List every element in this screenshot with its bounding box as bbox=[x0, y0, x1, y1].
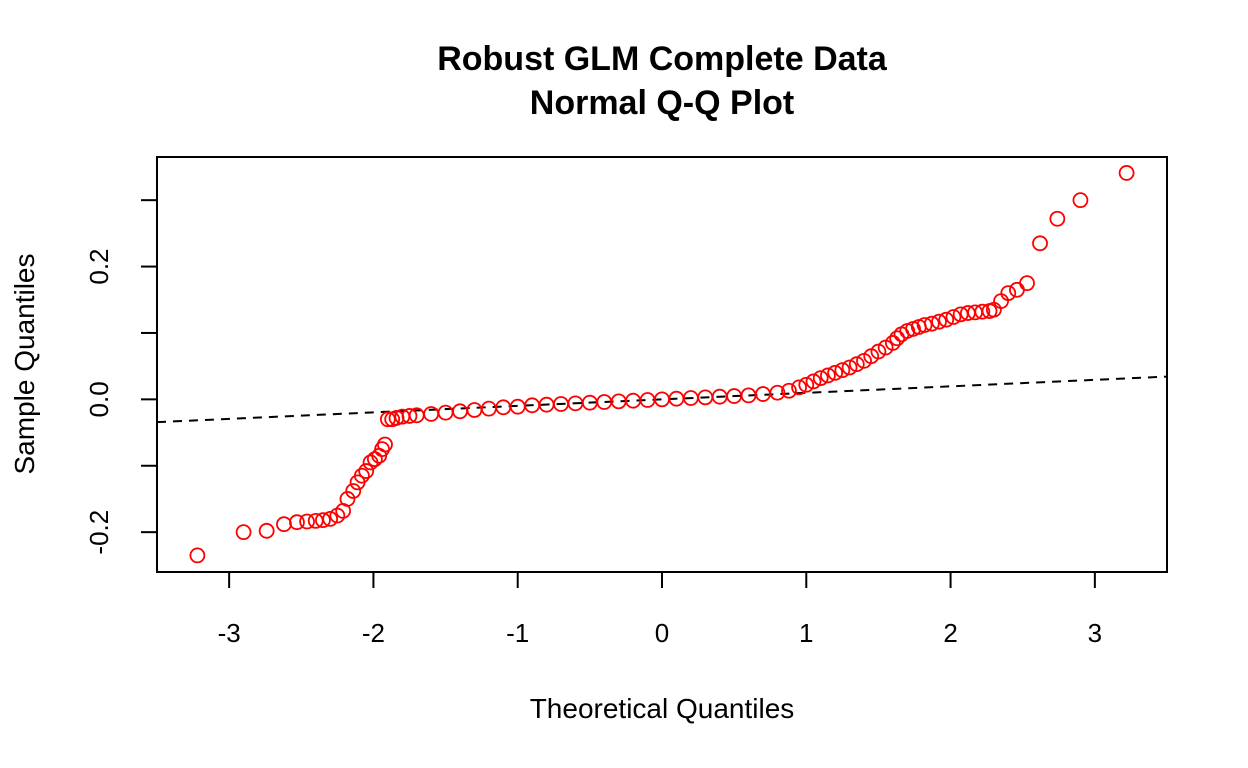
data-point bbox=[827, 364, 844, 381]
data-point bbox=[366, 451, 383, 468]
x-tick-label: 0 bbox=[655, 618, 669, 648]
chart-title: Robust GLM Complete Data bbox=[437, 40, 888, 78]
x-tick-label: 2 bbox=[943, 618, 957, 648]
data-point bbox=[339, 491, 356, 507]
data-point bbox=[1019, 275, 1035, 292]
data-point bbox=[299, 513, 315, 530]
x-tick-label: -2 bbox=[362, 618, 385, 648]
data-point bbox=[189, 547, 206, 564]
data-point bbox=[945, 309, 962, 325]
data-point bbox=[916, 317, 933, 333]
x-tick-label: -3 bbox=[218, 618, 241, 648]
data-point bbox=[841, 359, 858, 376]
data-point bbox=[235, 524, 252, 541]
data-point bbox=[884, 335, 901, 351]
data-point bbox=[931, 313, 947, 330]
data-point bbox=[258, 522, 275, 539]
y-tick-label: 0.0 bbox=[84, 381, 114, 417]
data-point bbox=[1032, 235, 1048, 252]
data-point bbox=[276, 516, 292, 533]
plot-area bbox=[156, 165, 1168, 564]
data-point bbox=[889, 330, 906, 347]
data-point bbox=[289, 514, 305, 531]
data-point bbox=[401, 408, 418, 424]
data-point bbox=[358, 463, 375, 479]
data-point bbox=[769, 384, 786, 401]
data-point bbox=[781, 382, 797, 399]
data-point bbox=[923, 315, 940, 332]
data-point bbox=[345, 483, 362, 499]
data-point bbox=[805, 373, 822, 390]
qq-reference-line bbox=[156, 375, 1168, 424]
data-point bbox=[938, 311, 955, 328]
y-axis-label: Sample Quantiles bbox=[9, 253, 40, 474]
y-tick-label: -0.2 bbox=[84, 510, 114, 555]
data-point bbox=[834, 362, 851, 379]
y-tick-label: 0.2 bbox=[84, 248, 114, 284]
chart-subtitle: Normal Q-Q Plot bbox=[530, 84, 794, 122]
data-point bbox=[820, 367, 836, 384]
data-point bbox=[353, 467, 370, 484]
data-point bbox=[315, 512, 331, 529]
data-point bbox=[466, 402, 483, 418]
data-point bbox=[1000, 285, 1017, 302]
data-point bbox=[480, 400, 497, 417]
data-point bbox=[1009, 281, 1025, 298]
plot-frame bbox=[156, 156, 1168, 573]
data-point bbox=[377, 436, 393, 453]
x-tick-label: -1 bbox=[506, 618, 529, 648]
data-point bbox=[1072, 192, 1089, 209]
data-point bbox=[798, 376, 815, 393]
data-point bbox=[812, 370, 829, 387]
data-point bbox=[1118, 165, 1135, 181]
x-tick-label: 3 bbox=[1088, 618, 1102, 648]
x-axis-label: Theoretical Quantiles bbox=[530, 693, 795, 724]
data-point bbox=[452, 403, 468, 420]
data-point bbox=[322, 510, 339, 527]
data-point bbox=[437, 404, 454, 421]
data-point bbox=[848, 356, 865, 373]
data-point bbox=[1049, 210, 1066, 227]
data-point bbox=[974, 303, 991, 320]
y-axis: -0.2 0.0 0.2 bbox=[84, 199, 158, 555]
x-axis: -3 -2 -1 0 1 2 3 bbox=[218, 571, 1102, 648]
data-point bbox=[791, 379, 807, 396]
x-tick-label: 1 bbox=[799, 618, 813, 648]
